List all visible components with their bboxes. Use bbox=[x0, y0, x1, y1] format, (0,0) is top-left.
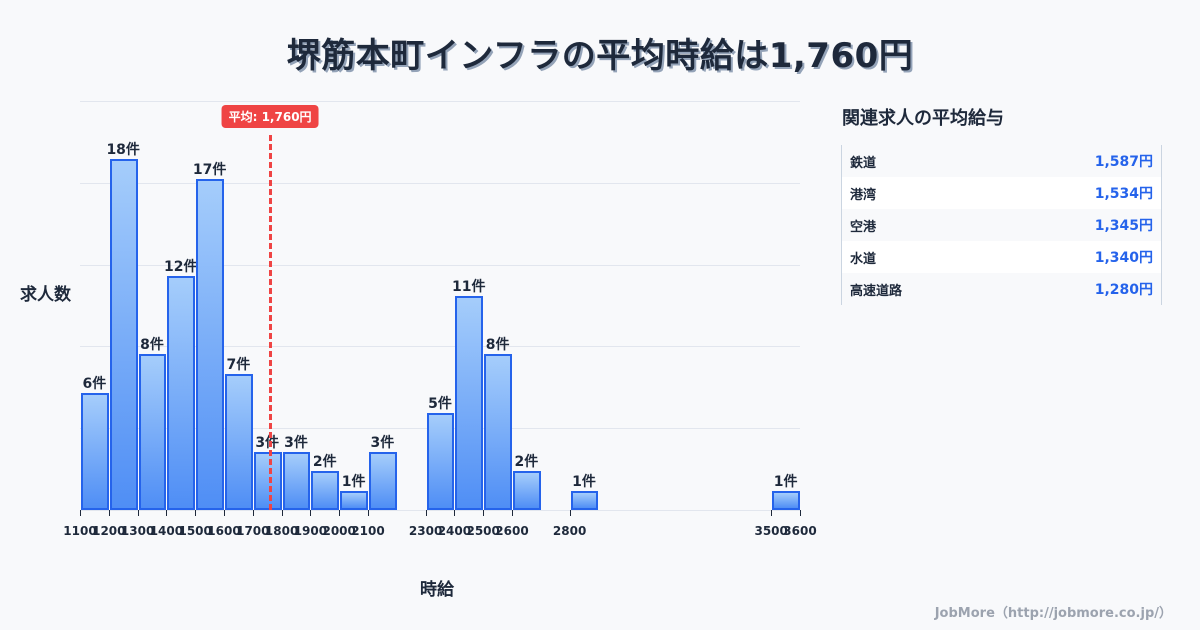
x-tick bbox=[137, 510, 139, 516]
histogram-bar bbox=[109, 159, 138, 510]
x-tick bbox=[195, 510, 197, 516]
bar-value-label: 3件 bbox=[370, 434, 395, 451]
x-tick-label: 1100 bbox=[63, 524, 97, 538]
job-name: 鉄道 bbox=[850, 155, 877, 171]
histogram-bar bbox=[138, 354, 167, 510]
x-tick-label: 2400 bbox=[437, 524, 472, 538]
average-badge: 平均: 1,760円 bbox=[221, 105, 319, 128]
table-row: 空港 1,345円 bbox=[842, 209, 1161, 241]
x-tick-label: 1700 bbox=[236, 524, 270, 538]
bar-value-label: 3件 bbox=[255, 434, 280, 451]
x-tick bbox=[80, 510, 81, 516]
x-tick bbox=[454, 510, 456, 516]
x-tick bbox=[252, 510, 254, 516]
x-tick bbox=[166, 510, 168, 516]
x-tick-label: 2500 bbox=[466, 524, 500, 538]
table-row: 高速道路 1,280円 bbox=[842, 273, 1161, 305]
bar-value-label: 5件 bbox=[428, 395, 452, 412]
x-tick bbox=[771, 510, 773, 516]
x-tick bbox=[339, 510, 341, 516]
x-tick bbox=[425, 510, 427, 516]
x-tick bbox=[569, 510, 571, 516]
histogram-bar bbox=[282, 451, 311, 510]
bar-value-label: 8件 bbox=[485, 337, 510, 354]
x-tick bbox=[108, 510, 110, 516]
x-tick bbox=[281, 510, 283, 516]
footer-credit: JobMore（http://jobmore.co.jp/） bbox=[934, 606, 1172, 621]
x-tick-label: 3600 bbox=[783, 524, 817, 538]
x-tick-label: 2100 bbox=[351, 524, 385, 538]
x-tick-label: 2800 bbox=[552, 524, 587, 538]
x-tick-label: 1400 bbox=[149, 524, 184, 538]
table-row: 鉄道 1,587円 bbox=[842, 145, 1161, 177]
histogram-bar bbox=[225, 373, 253, 510]
y-axis-label: 求人数 bbox=[20, 285, 71, 305]
x-tick-label: 1500 bbox=[178, 524, 212, 538]
bar-value-label: 8件 bbox=[140, 337, 164, 354]
x-tick bbox=[800, 510, 801, 516]
bar-value-label: 7件 bbox=[226, 356, 251, 373]
histogram-bar bbox=[772, 490, 800, 510]
x-tick-label: 1300 bbox=[120, 524, 155, 538]
bar-value-label: 2件 bbox=[312, 454, 337, 471]
grid-line bbox=[80, 182, 800, 184]
related-salary-table: 鉄道 1,587円 港湾 1,534円 空港 1,345円 水道 1,340円 … bbox=[841, 145, 1162, 305]
x-tick-label: 2300 bbox=[408, 524, 443, 538]
x-tick bbox=[224, 510, 225, 516]
x-tick-label: 3500 bbox=[754, 524, 788, 538]
histogram-chart: 6件 18件 8件 12件 17件 7件 3件 3件 2件 1件 3件 5件 11件 8件 2件 1件 1件 11… bbox=[63, 101, 817, 538]
job-name: 高速道路 bbox=[850, 283, 903, 299]
bar-value-label: 18件 bbox=[106, 142, 140, 159]
grid-line bbox=[80, 101, 800, 102]
histogram-bar bbox=[484, 354, 512, 510]
bar-value-label: 1件 bbox=[572, 473, 596, 490]
job-salary: 1,345円 bbox=[1094, 218, 1153, 234]
x-tick-label: 2600 bbox=[495, 524, 529, 538]
histogram-bar bbox=[455, 295, 484, 510]
bar-value-label: 3件 bbox=[284, 434, 308, 451]
histogram-bar bbox=[311, 471, 340, 510]
job-name: 空港 bbox=[850, 219, 877, 235]
x-axis-label: 時給 bbox=[420, 580, 454, 600]
x-tick-label: 1900 bbox=[293, 524, 328, 538]
histogram-bar bbox=[426, 412, 455, 510]
bar-value-label: 12件 bbox=[164, 259, 198, 276]
x-tick-label: 1600 bbox=[207, 524, 241, 538]
bar-value-label: 1件 bbox=[773, 473, 798, 490]
x-tick bbox=[512, 510, 513, 516]
grid-line bbox=[80, 264, 800, 266]
histogram-bar bbox=[570, 490, 599, 510]
histogram-bar bbox=[167, 276, 196, 510]
x-tick bbox=[310, 510, 312, 516]
bar-value-label: 1件 bbox=[341, 473, 366, 490]
x-tick-label: 1800 bbox=[264, 524, 299, 538]
x-tick bbox=[368, 510, 369, 516]
x-tick-label: 1200 bbox=[92, 524, 126, 538]
job-name: 水道 bbox=[850, 251, 877, 267]
related-salary-title: 関連求人の平均給与 bbox=[842, 108, 1004, 129]
bar-value-label: 2件 bbox=[514, 454, 539, 471]
histogram-bar bbox=[253, 451, 282, 510]
bar-value-label: 17件 bbox=[192, 161, 227, 178]
table-row: 水道 1,340円 bbox=[842, 241, 1161, 273]
bar-value-label: 6件 bbox=[82, 376, 107, 393]
x-tick-label: 2000 bbox=[322, 524, 356, 538]
histogram-bar bbox=[369, 451, 397, 510]
histogram-bar bbox=[340, 490, 368, 510]
table-row: 港湾 1,534円 bbox=[842, 177, 1161, 209]
job-salary: 1,587円 bbox=[1094, 154, 1153, 170]
page-title: 堺筋本町インフラの平均時給は1,760円 bbox=[286, 36, 914, 76]
job-salary: 1,340円 bbox=[1094, 250, 1153, 266]
x-tick bbox=[483, 510, 485, 516]
job-salary: 1,280円 bbox=[1094, 282, 1153, 298]
histogram-bar bbox=[513, 471, 541, 510]
bar-value-label: 11件 bbox=[452, 278, 486, 295]
job-name: 港湾 bbox=[850, 187, 877, 203]
grid-line bbox=[80, 346, 800, 348]
histogram-bar bbox=[81, 393, 109, 510]
job-salary: 1,534円 bbox=[1094, 186, 1153, 202]
grid-line bbox=[80, 510, 800, 511]
average-line bbox=[269, 135, 273, 510]
histogram-bar bbox=[196, 178, 224, 510]
